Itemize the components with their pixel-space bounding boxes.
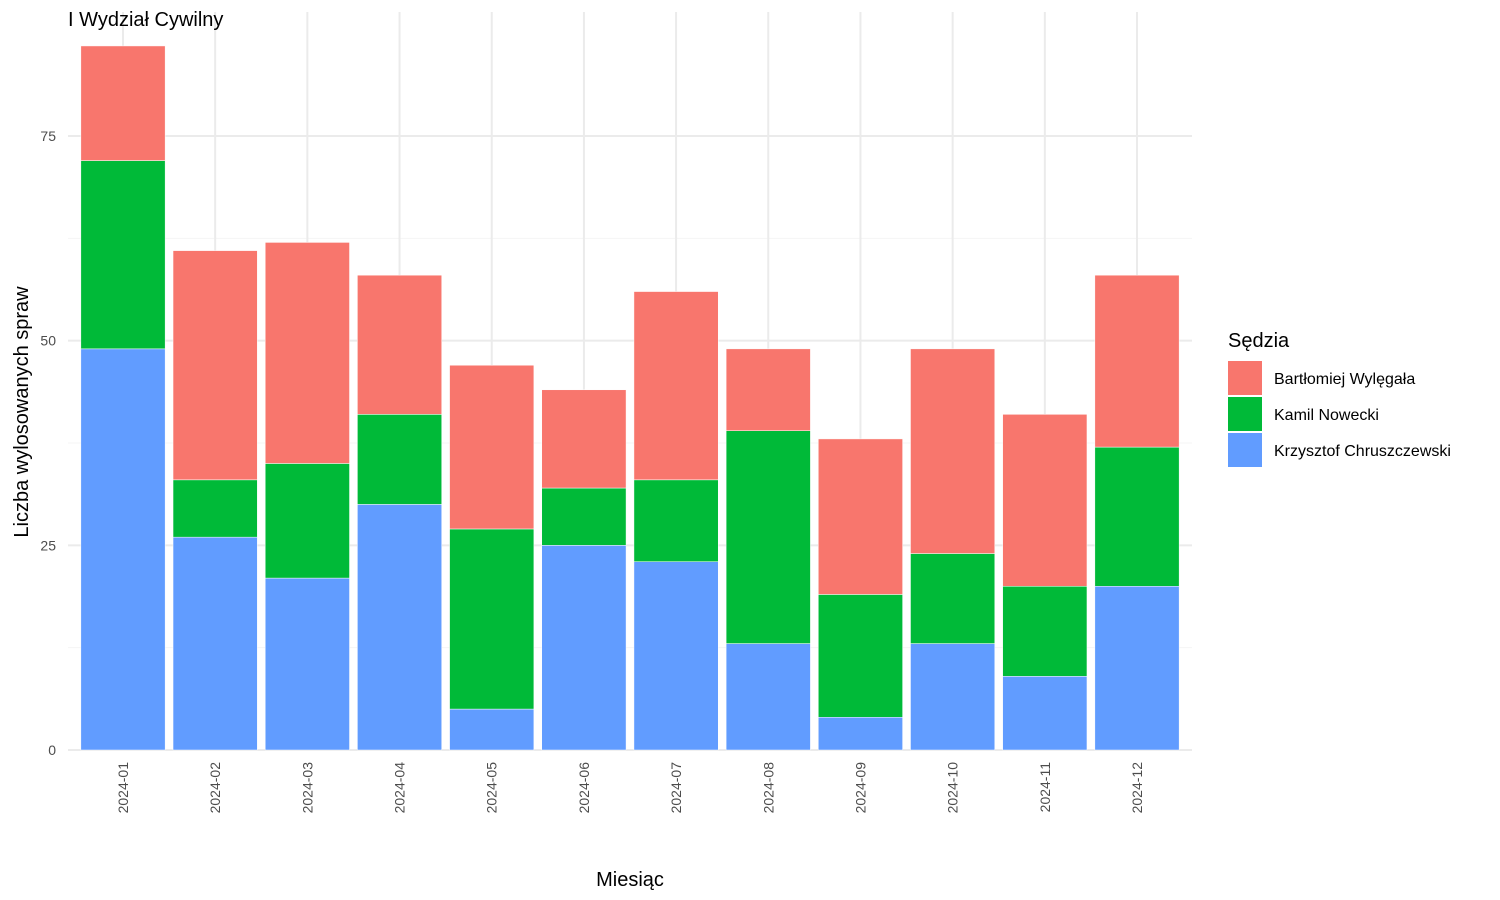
x-axis-title: Miesiąc [596,869,664,891]
x-tick-label: 2024-10 [945,762,961,814]
bar-segment [449,364,535,530]
bars [80,45,1180,751]
x-tick-label: 2024-05 [484,762,500,814]
x-tick-label: 2024-12 [1129,762,1145,814]
y-tick-label: 75 [40,128,56,144]
x-tick-label: 2024-03 [299,762,315,814]
bar-segment [264,463,350,579]
y-axis-ticks: 0 25 50 75 [40,128,56,758]
legend-key [1228,361,1262,395]
bar-segment [264,242,350,464]
bar-segment [633,479,719,562]
bar-segment [264,577,350,751]
legend-label: Krzysztof Chruszczewski [1274,443,1451,460]
legend-title: Sędzia [1228,330,1290,352]
bar-segment [818,717,903,751]
bar-segment [725,348,811,431]
bar-segment [1002,414,1088,587]
bar-segment [633,561,719,751]
legend-key [1228,397,1262,431]
bar-segment [1002,676,1088,751]
bar-segment [541,487,627,546]
bar-segment [1094,586,1180,751]
bar-segment [357,414,442,505]
x-tick-label: 2024-08 [760,762,776,814]
legend: Sędzia Bartłomiej Wylęgała Kamil Nowecki K… [1228,330,1451,467]
x-axis-ticks: 2024-01 2024-02 2024-03 2024-04 2024-05 2024-… [115,762,1145,814]
bar-segment [1094,274,1180,448]
bar-segment [80,160,166,350]
x-tick-label: 2024-06 [576,762,592,814]
y-tick-label: 0 [48,742,56,758]
bar-segment [910,348,996,554]
legend-label: Bartłomiej Wylęgała [1274,371,1415,388]
bar-segment [725,430,811,644]
legend-label: Kamil Nowecki [1274,407,1379,424]
bar-segment [449,708,535,751]
legend-key [1228,433,1262,467]
bar-segment [541,389,627,489]
chart-title: I Wydział Cywilny [68,9,223,31]
bar-segment [80,45,166,161]
bar-segment [172,479,258,538]
y-tick-label: 25 [40,537,56,553]
y-axis-title: Liczba wylosowanych spraw [11,286,33,538]
bar-segment [172,250,258,481]
x-tick-label: 2024-01 [115,762,131,814]
x-tick-label: 2024-07 [668,762,684,814]
bar-segment [910,553,996,644]
x-tick-label: 2024-04 [392,762,408,814]
bar-segment [910,643,996,751]
bar-segment [172,536,258,751]
bar-segment [449,528,535,710]
x-tick-label: 2024-09 [852,762,868,814]
bar-segment [818,594,903,718]
bar-segment [633,291,719,481]
bar-segment [725,643,811,751]
y-tick-label: 50 [40,333,56,349]
x-tick-label: 2024-02 [207,762,223,814]
bar-segment [357,504,442,751]
bar-segment [357,274,442,415]
bar-segment [1002,586,1088,677]
bar-segment [80,348,166,751]
bar-segment [1094,446,1180,587]
bar-segment [818,438,903,595]
bar-segment [541,545,627,751]
x-tick-label: 2024-11 [1037,762,1053,813]
